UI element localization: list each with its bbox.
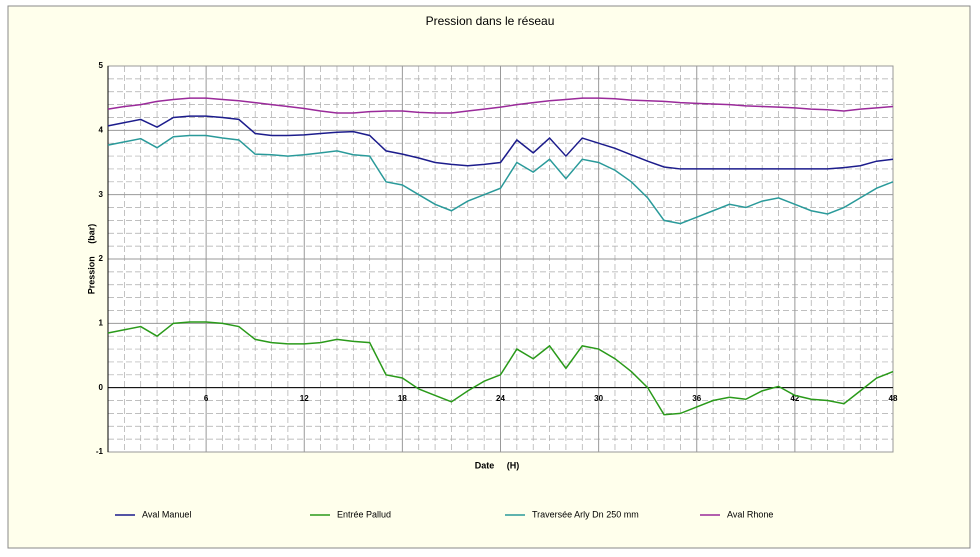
y-tick-label: 0 (99, 383, 104, 392)
x-tick-label: 48 (889, 394, 898, 403)
y-tick-label: 2 (99, 254, 104, 263)
y-tick-label: 3 (99, 190, 104, 199)
y-tick-label: -1 (96, 447, 104, 456)
legend-label: Aval Manuel (142, 509, 191, 519)
x-tick-label: 12 (300, 394, 309, 403)
y-tick-label: 4 (99, 125, 104, 134)
series-line (107, 321, 894, 416)
legend-label: Entrée Pallud (337, 509, 391, 519)
series-line (107, 134, 894, 225)
series-line (107, 97, 894, 114)
x-tick-label: 24 (496, 394, 505, 403)
legend-label: Aval Rhone (727, 509, 773, 519)
x-tick-label: 36 (692, 394, 701, 403)
y-axis-label: Pression (bar) (86, 224, 96, 295)
series-line (107, 115, 894, 170)
x-tick-label: 6 (204, 394, 209, 403)
x-tick-label: 18 (398, 394, 407, 403)
x-tick-label: 42 (790, 394, 799, 403)
chart-title: Pression dans le réseau (426, 14, 555, 28)
legend-label: Traversée Arly Dn 250 mm (532, 509, 639, 519)
x-tick-label: 30 (594, 394, 603, 403)
x-axis-label: Date (H) (475, 460, 520, 470)
y-tick-label: 5 (99, 61, 104, 70)
y-tick-label: 1 (99, 318, 104, 327)
